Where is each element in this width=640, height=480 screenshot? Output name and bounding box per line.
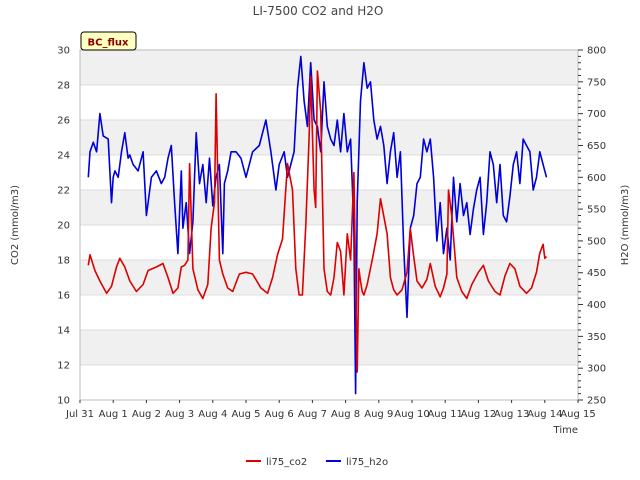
y-left-tick-label: 14: [57, 326, 70, 337]
y-left-tick-label: 22: [57, 186, 70, 197]
y-left-tick-label: 20: [57, 221, 70, 232]
y-left-tick-label: 28: [57, 81, 70, 92]
legend-label-co2: li75_co2: [266, 457, 307, 468]
y-right-tick-label: 600: [587, 173, 606, 184]
x-tick-label: Aug 15: [560, 409, 595, 420]
y-left-tick-label: 24: [57, 151, 70, 162]
y-left-tick-label: 26: [57, 116, 70, 127]
x-tick-label: Aug 10: [394, 409, 429, 420]
y-right-tick-label: 350: [587, 332, 606, 343]
background-bands: [80, 50, 578, 365]
background-band: [80, 330, 578, 365]
x-tick-label: Aug 11: [427, 409, 462, 420]
x-tick-label: Aug 1: [99, 409, 128, 420]
left-axis-ticks: 10 12 14 16 18 20 22 24 26 28 30: [57, 46, 70, 407]
background-band: [80, 190, 578, 225]
badge-label: BC_flux: [88, 38, 129, 49]
x-tick-label: Aug 14: [527, 409, 562, 420]
y-left-tick-label: 30: [57, 46, 70, 57]
series-layer: [87, 55, 548, 395]
y-left-tick-label: 18: [57, 256, 70, 267]
x-tick-label: Jul 31: [65, 409, 94, 420]
x-tick-label: Aug 9: [364, 409, 393, 420]
y-right-tick-label: 300: [587, 364, 606, 375]
y-right-tick-label: 750: [587, 77, 606, 88]
y-left-tick-label: 10: [57, 396, 70, 407]
background-band: [80, 50, 578, 85]
x-tick-label: Aug 2: [132, 409, 161, 420]
legend-label-h2o: li75_h2o: [346, 457, 388, 468]
x-tick-label: Aug 13: [494, 409, 529, 420]
y-left-tick-label: 16: [57, 291, 70, 302]
y-right-tick-label: 700: [587, 109, 606, 120]
chart-title: LI-7500 CO2 and H2O: [253, 4, 384, 18]
legend: li75_co2 li75_h2o: [246, 457, 388, 468]
x-tick-label: Aug 7: [298, 409, 327, 420]
series-line-co2: [87, 70, 548, 373]
plot-frame: [79, 49, 579, 401]
right-axis-ticks: 250 300 350 400 450 500 550 600 650 700 750 800: [578, 46, 606, 407]
y-axis-left-label: CO2 (mmol/m3): [10, 185, 21, 265]
y-right-tick-label: 400: [587, 300, 606, 311]
y-right-tick-label: 450: [587, 268, 606, 279]
series-line-h2o: [87, 55, 548, 395]
y-right-tick-label: 550: [587, 205, 606, 216]
background-band: [80, 120, 578, 155]
x-tick-label: Aug 4: [198, 409, 227, 420]
badge: BC_flux: [80, 31, 137, 51]
badge-box: [80, 31, 137, 51]
y-axis-right-label: H2O (mmol/m3): [620, 185, 631, 266]
x-tick-label: Aug 6: [265, 409, 294, 420]
x-tick-label: Aug 5: [231, 409, 260, 420]
background-band: [80, 260, 578, 295]
x-tick-label: Aug 12: [461, 409, 496, 420]
x-axis-label: Time: [553, 425, 578, 436]
x-axis-ticks: Jul 31 Aug 1 Aug 2 Aug 3 Aug 4 Aug 5 Aug 6 Aug …: [65, 400, 596, 420]
y-left-tick-label: 12: [57, 361, 70, 372]
x-tick-label: Aug 8: [331, 409, 360, 420]
y-right-tick-label: 250: [587, 396, 606, 407]
y-right-tick-label: 650: [587, 141, 606, 152]
y-right-tick-label: 800: [587, 46, 606, 57]
x-tick-label: Aug 3: [165, 409, 194, 420]
y-right-tick-label: 500: [587, 236, 606, 247]
